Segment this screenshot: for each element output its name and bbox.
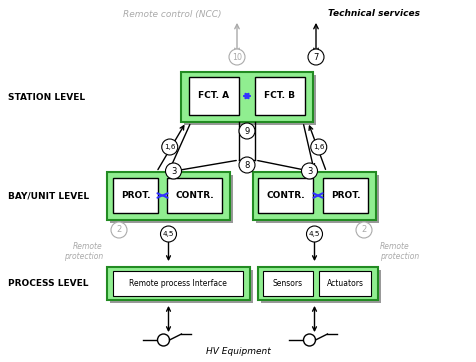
Bar (184, 75, 315, 125)
Text: Technical services: Technical services (327, 9, 419, 18)
Circle shape (355, 222, 371, 238)
Bar (318, 271, 370, 296)
Text: FCT. A: FCT. A (198, 92, 229, 101)
Circle shape (307, 49, 323, 65)
Text: 7: 7 (313, 52, 318, 62)
Bar (262, 271, 312, 296)
Bar (113, 271, 242, 296)
Text: CONTR.: CONTR. (175, 191, 213, 200)
Circle shape (238, 157, 255, 173)
Text: Sensors: Sensors (272, 279, 302, 288)
Bar (167, 178, 221, 213)
Text: PROT.: PROT. (330, 191, 359, 200)
Text: 4,5: 4,5 (308, 231, 319, 237)
Bar (322, 178, 367, 213)
Circle shape (310, 139, 326, 155)
Circle shape (157, 334, 169, 346)
Bar (188, 77, 238, 115)
Bar (107, 267, 249, 300)
Bar (256, 175, 378, 223)
Text: 2: 2 (361, 226, 366, 235)
Text: 10: 10 (231, 52, 241, 62)
Bar (110, 270, 252, 303)
Text: 4,5: 4,5 (162, 231, 174, 237)
Text: 9: 9 (244, 126, 249, 135)
Text: 1,6: 1,6 (164, 144, 175, 150)
Text: 1,6: 1,6 (312, 144, 324, 150)
Bar (260, 270, 380, 303)
Text: FCT. B: FCT. B (264, 92, 295, 101)
Text: HV Equipment: HV Equipment (205, 348, 270, 357)
Circle shape (301, 163, 317, 179)
Circle shape (111, 222, 127, 238)
Bar (258, 267, 377, 300)
Bar (110, 175, 232, 223)
Text: Remote
protection: Remote protection (64, 242, 103, 261)
Bar (252, 172, 375, 220)
Bar (255, 77, 304, 115)
Circle shape (161, 139, 178, 155)
Text: 8: 8 (244, 160, 249, 169)
Circle shape (306, 226, 322, 242)
Bar (107, 172, 229, 220)
Text: PROCESS LEVEL: PROCESS LEVEL (8, 279, 89, 288)
Text: Actuators: Actuators (326, 279, 363, 288)
Bar (180, 72, 312, 122)
Text: PROT.: PROT. (120, 191, 150, 200)
Circle shape (160, 226, 176, 242)
Bar (258, 178, 312, 213)
Circle shape (228, 49, 245, 65)
Text: 3: 3 (170, 167, 176, 176)
Text: Remote
protection: Remote protection (379, 242, 418, 261)
Circle shape (165, 163, 181, 179)
Text: BAY/UNIT LEVEL: BAY/UNIT LEVEL (8, 191, 89, 201)
Text: Remote control (NCC): Remote control (NCC) (123, 9, 221, 18)
Text: Remote process Interface: Remote process Interface (129, 279, 227, 288)
Text: CONTR.: CONTR. (266, 191, 304, 200)
Circle shape (238, 123, 255, 139)
Circle shape (303, 334, 315, 346)
Text: 2: 2 (116, 226, 121, 235)
Bar (113, 178, 158, 213)
Text: 3: 3 (306, 167, 311, 176)
Text: STATION LEVEL: STATION LEVEL (8, 93, 85, 101)
